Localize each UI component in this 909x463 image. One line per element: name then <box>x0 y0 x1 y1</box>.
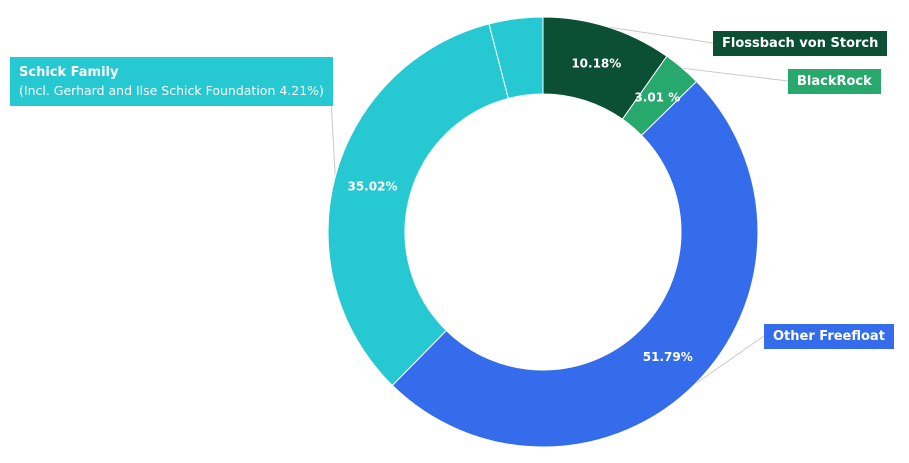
callout-schick-family: Schick Family (Incl. Gerhard and Ilse Sc… <box>10 57 333 106</box>
callout-schick-subtitle: (Incl. Gerhard and Ilse Schick Foundatio… <box>19 83 324 98</box>
callout-schick-title: Schick Family <box>19 65 119 80</box>
callout-blackrock: BlackRock <box>788 69 881 94</box>
callout-blackrock-text: BlackRock <box>797 74 872 89</box>
slice-label-0: 10.18% <box>571 57 621 71</box>
slice-label-3: 35.02% <box>347 179 397 193</box>
leader-line-1 <box>682 67 789 82</box>
slice-label-1: 3.01 % <box>634 91 680 105</box>
callout-other-text: Other Freefloat <box>773 329 885 344</box>
slice-2 <box>391 80 759 448</box>
slice-4 <box>488 16 544 100</box>
callout-flossbach: Flossbach von Storch <box>713 31 888 56</box>
slice-label-2: 51.79% <box>643 350 693 364</box>
leader-line-2 <box>694 335 765 385</box>
callout-other-freefloat: Other Freefloat <box>764 324 894 349</box>
callout-flossbach-text: Flossbach von Storch <box>722 36 879 51</box>
leader-line-0 <box>607 26 714 44</box>
slice-labels: 10.18% 3.01 % 51.79% 35.02% <box>347 57 692 364</box>
slice-3 <box>327 23 509 387</box>
donut-slices <box>327 16 759 448</box>
